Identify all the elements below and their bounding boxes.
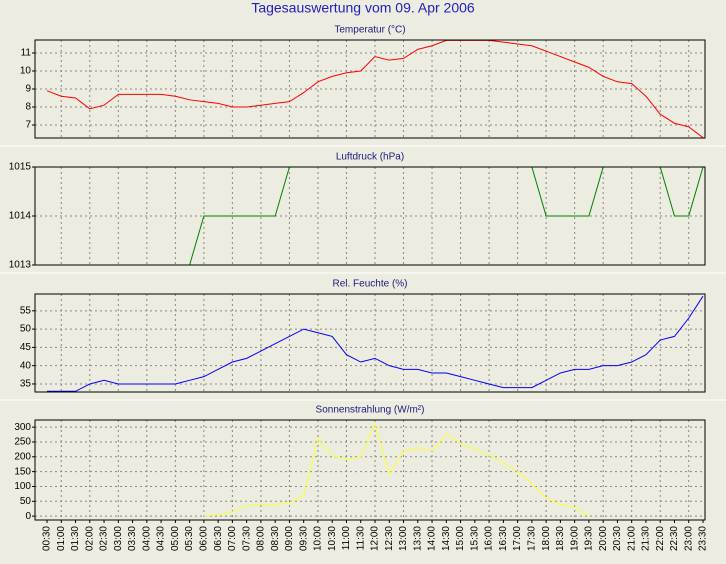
- line: [46, 40, 704, 138]
- y-tick-label: 200: [14, 451, 31, 462]
- x-tick-label: 03:30: [127, 526, 138, 551]
- y-tick-label: 100: [14, 481, 31, 492]
- x-tick-label: 01:30: [70, 526, 81, 551]
- x-tick-label: 23:00: [683, 526, 694, 551]
- x-tick-label: 19:30: [584, 526, 595, 551]
- x-tick-label: 05:30: [184, 526, 195, 551]
- chart-title: Temperatur (°C): [334, 25, 405, 36]
- x-tick-label: 12:00: [370, 526, 381, 551]
- x-tick-label: 06:30: [213, 526, 224, 551]
- plot-frame: [34, 39, 706, 139]
- x-tick-label: 23:30: [698, 526, 709, 551]
- line: [47, 295, 704, 392]
- x-tick-label: 14:00: [427, 526, 438, 551]
- x-tick-label: 14:30: [441, 526, 452, 551]
- y-tick-label: 35: [20, 379, 32, 390]
- x-tick-label: 06:00: [199, 526, 210, 551]
- chart-title: Luftdruck (hPa): [336, 152, 404, 163]
- y-tick-label: 45: [20, 342, 32, 353]
- y-tick-label: 1015: [9, 162, 32, 173]
- y-tick-label: 300: [14, 422, 31, 433]
- y-tick-label: 10: [20, 66, 32, 77]
- plot-frame: [34, 419, 706, 521]
- x-tick-label: 22:30: [669, 526, 680, 551]
- x-tick-label: 13:30: [412, 526, 423, 551]
- y-tick-label: 8: [25, 102, 31, 113]
- x-tick-label: 02:00: [84, 526, 95, 551]
- x-tick-label: 18:30: [555, 526, 566, 551]
- x-tick-label: 18:00: [541, 526, 552, 551]
- y-tick-label: 9: [25, 84, 31, 95]
- x-tick-label: 11:30: [355, 526, 366, 551]
- x-tick-label: 01:00: [56, 526, 67, 551]
- x-tick-label: 17:00: [512, 526, 523, 551]
- chart-title: Rel. Feuchte (%): [332, 279, 407, 290]
- y-tick-label: 50: [20, 324, 32, 335]
- x-tick-label: 10:30: [327, 526, 338, 551]
- x-tick-label: 15:00: [455, 526, 466, 551]
- x-tick-label: 16:30: [498, 526, 509, 551]
- x-tick-label: 16:00: [484, 526, 495, 551]
- x-tick-label: 07:00: [227, 526, 238, 551]
- x-tick-label: 03:00: [113, 526, 124, 551]
- x-tick-label: 15:30: [469, 526, 480, 551]
- x-tick-label: 08:00: [256, 526, 267, 551]
- y-tick-label: 1013: [9, 260, 32, 271]
- plot-frame: [34, 293, 706, 393]
- x-tick-label: 11:00: [341, 526, 352, 551]
- x-tick-label: 02:30: [99, 526, 110, 551]
- y-tick-label: 50: [20, 496, 32, 507]
- x-tick-label: 04:30: [156, 526, 167, 551]
- line: [203, 422, 590, 517]
- x-tick-label: 09:00: [284, 526, 295, 551]
- x-tick-label: 00:30: [42, 526, 53, 551]
- page-title: Tagesauswertung vom 09. Apr 2006: [251, 0, 475, 16]
- x-tick-label: 13:00: [398, 526, 409, 551]
- y-tick-label: 55: [20, 305, 32, 316]
- x-tick-label: 04:00: [141, 526, 152, 551]
- chart-title: Sonnenstrahlung (W/m²): [316, 405, 425, 416]
- y-tick-label: 1014: [9, 211, 32, 222]
- x-tick-label: 08:30: [270, 526, 281, 551]
- x-tick-label: 09:30: [298, 526, 309, 551]
- y-tick-label: 7: [25, 120, 31, 131]
- x-tick-label: 10:00: [313, 526, 324, 551]
- x-tick-label: 05:00: [170, 526, 181, 551]
- y-tick-label: 0: [25, 511, 31, 522]
- x-tick-label: 20:30: [612, 526, 623, 551]
- x-tick-label: 21:00: [626, 526, 637, 551]
- plot-frame: [34, 166, 706, 266]
- y-tick-label: 40: [20, 360, 32, 371]
- x-tick-label: 12:30: [384, 526, 395, 551]
- x-tick-label: 17:30: [527, 526, 538, 551]
- x-tick-label: 07:30: [241, 526, 252, 551]
- x-tick-label: 20:00: [598, 526, 609, 551]
- y-tick-label: 11: [21, 48, 32, 59]
- y-tick-label: 250: [14, 437, 31, 448]
- line: [47, 167, 704, 265]
- y-tick-label: 150: [14, 466, 31, 477]
- x-tick-label: 19:00: [569, 526, 580, 551]
- x-tick-label: 22:00: [655, 526, 666, 551]
- x-tick-label: 21:30: [641, 526, 652, 551]
